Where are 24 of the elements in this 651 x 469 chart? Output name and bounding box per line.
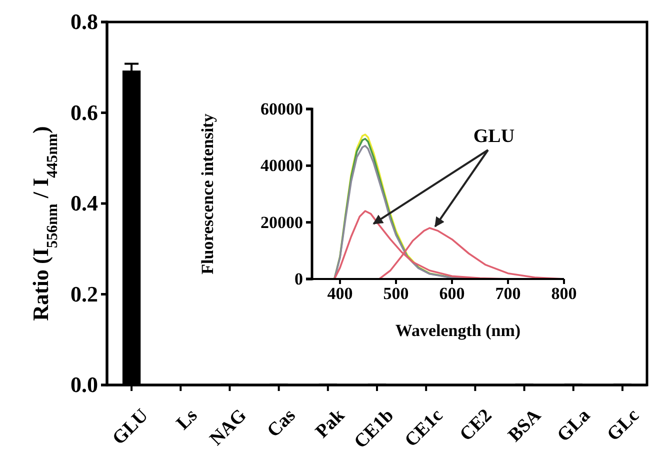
x-tick-label: 600 <box>439 284 465 304</box>
y-axis-title: Fluorescence intensity <box>198 113 217 274</box>
x-tick-label: 400 <box>327 284 353 304</box>
y-tick-label: 0 <box>294 269 303 288</box>
annotation: GLU <box>473 126 515 147</box>
x-tick-label: 800 <box>551 284 577 304</box>
y-tick-label: 0.8 <box>70 9 98 34</box>
y-tick-label: 40000 <box>260 156 303 176</box>
x-axis-title: Wavelength (nm) <box>395 321 521 340</box>
y-tick-label: 20000 <box>260 212 303 232</box>
x-tick-label: Cas <box>263 405 300 442</box>
x-tick-label: Pak <box>312 404 350 442</box>
y-tick-label: 0.4 <box>70 190 98 216</box>
x-tick-label: GLc <box>603 405 644 446</box>
x-tick-label: 700 <box>495 284 521 304</box>
x-tick-label: CE2 <box>456 405 496 446</box>
y-tick-label: 0.2 <box>70 281 98 306</box>
y-tick-label: 0.0 <box>70 372 98 398</box>
y-tick-label: 0.6 <box>70 100 98 125</box>
y-tick-label: 60000 <box>260 99 303 118</box>
x-tick-label: BSA <box>504 404 546 446</box>
x-tick-label: 500 <box>383 284 409 304</box>
x-tick-label: Ls <box>172 405 202 434</box>
x-tick-label: GLa <box>553 404 595 446</box>
